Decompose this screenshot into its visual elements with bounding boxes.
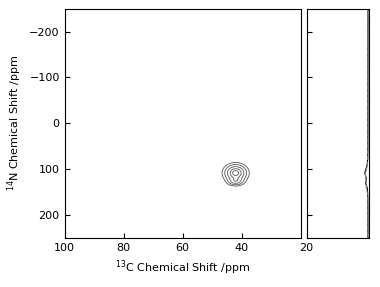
Y-axis label: $^{14}$N Chemical Shift /ppm: $^{14}$N Chemical Shift /ppm	[5, 55, 24, 191]
X-axis label: $^{13}$C Chemical Shift /ppm: $^{13}$C Chemical Shift /ppm	[115, 259, 250, 277]
